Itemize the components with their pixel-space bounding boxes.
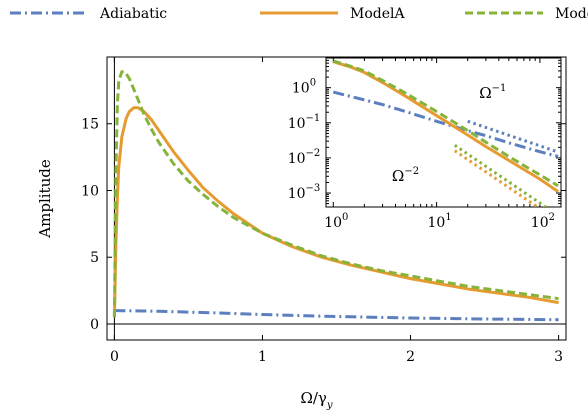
main-xtick-label: 0 <box>110 349 119 365</box>
legend: Adiabatic ModelA ModelB <box>10 6 588 22</box>
inset-annotation-0: Ω−1 <box>479 83 506 102</box>
inset-ytick-label: 100 <box>292 78 316 97</box>
legend-label-modelb: ModelB <box>555 6 588 22</box>
inset-ytick-label: 10−2 <box>288 148 321 167</box>
main-ytick-label: 0 <box>90 317 99 333</box>
inset-annotation-1: Ω−2 <box>392 166 419 185</box>
inset-xtick-label: 102 <box>531 212 555 231</box>
inset-ytick-label: 10−3 <box>288 183 321 202</box>
inset-xtick-label: 100 <box>324 212 348 231</box>
main-xtick-label: 1 <box>258 349 267 365</box>
main-series-adiabatic <box>114 309 559 322</box>
main-xtick-label: 3 <box>554 349 563 365</box>
legend-label-adiabatic: Adiabatic <box>99 6 167 22</box>
main-ytick-label: 10 <box>81 183 99 199</box>
inset-plot: 100 101 102 10−3 10−2 10−1 100 Ω−1 Ω−2 <box>288 57 562 231</box>
inset-series-modelb <box>332 59 559 188</box>
inset-ytick-label: 10−1 <box>288 113 321 132</box>
inset-series--asymptote <box>467 119 559 154</box>
legend-label-modela: ModelA <box>350 6 405 22</box>
main-series-modela <box>112 106 559 318</box>
main-plot: 0 1 2 3 0 5 10 15 Ω/γy Amplitude <box>36 56 567 411</box>
main-series-modelb <box>112 70 559 318</box>
inset-xtick-label: 101 <box>428 212 452 231</box>
inset-series--asymptote <box>453 149 541 207</box>
main-ytick-label: 15 <box>81 117 99 133</box>
main-xlabel: Ω/γy <box>300 389 332 411</box>
inset-series-adiabatic <box>332 90 559 158</box>
main-ylabel: Amplitude <box>36 159 54 239</box>
main-frame <box>106 56 567 341</box>
main-ytick-label: 5 <box>90 250 99 266</box>
inset-frame <box>325 57 562 208</box>
inset-series--asymptote-b <box>453 143 549 207</box>
main-xtick-label: 2 <box>406 349 415 365</box>
